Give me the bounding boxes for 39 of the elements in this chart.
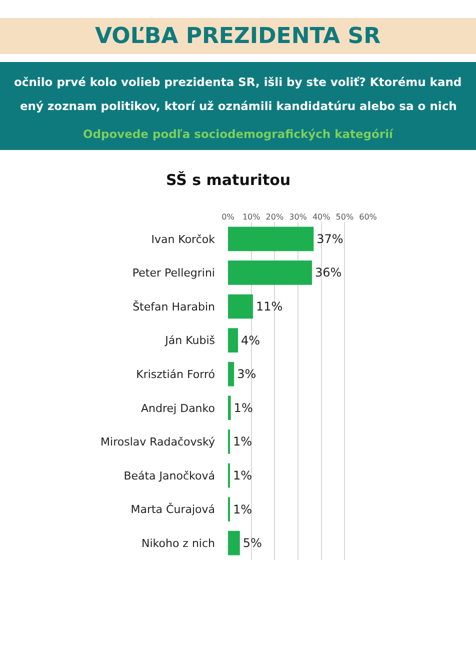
bar [228,226,314,252]
x-tick-label: 10% [242,212,261,222]
y-tick-label: Andrej Danko [141,402,216,415]
data-label: 1% [233,502,252,516]
y-tick-label: Štefan Harabin [132,299,216,314]
y-tick-label: Marta Čurajová [130,502,215,516]
text: ený zoznam politikov, ktorí už oznámili kandidatúru alebo sa o nich [20,99,457,113]
x-tick-label: 30% [289,212,308,222]
bar [228,260,312,285]
y-tick-label: Nikoho z nich [141,536,216,550]
data-label: 37% [316,232,344,246]
x-tick-label: 40% [312,212,331,222]
y-tick-label: Krisztián Forró [136,368,216,381]
text: očnilo prvé kolo volieb prezidenta SR, išli by ste voliť? Ktorému kand [14,75,462,89]
y-tick-label: Ján Kubiš [164,334,216,348]
chart-subtitle: SŠ s maturitou [166,171,291,189]
data-label: 11% [256,300,283,314]
x-tick-label: 60% [359,212,378,222]
bar [228,328,238,352]
bar [228,294,253,319]
x-tick-label: 50% [336,212,354,222]
y-tick-label: Miroslav Radačovský [100,436,216,449]
data-label: 3% [237,367,256,382]
y-tick-label: Beáta Janočková [124,469,215,482]
data-label: 4% [241,333,260,348]
data-label: 36% [315,266,342,280]
y-tick-label: Peter Pellegrini [132,266,215,280]
y-tick-label: Ivan Korčok [151,232,216,246]
bar [228,396,231,420]
data-label: 1% [234,400,253,415]
data-label: 1% [233,468,252,482]
x-tick-label: 20% [266,212,284,222]
bar [228,362,234,386]
data-label: 5% [242,536,262,550]
bar [228,530,240,556]
data-label: 1% [233,434,252,449]
text: Odpovede podľa sociodemografických kategórií [83,127,394,141]
x-tick-label: 0% [222,212,235,222]
chart-title: VOĽBA PREZIDENTA SR [95,24,381,49]
